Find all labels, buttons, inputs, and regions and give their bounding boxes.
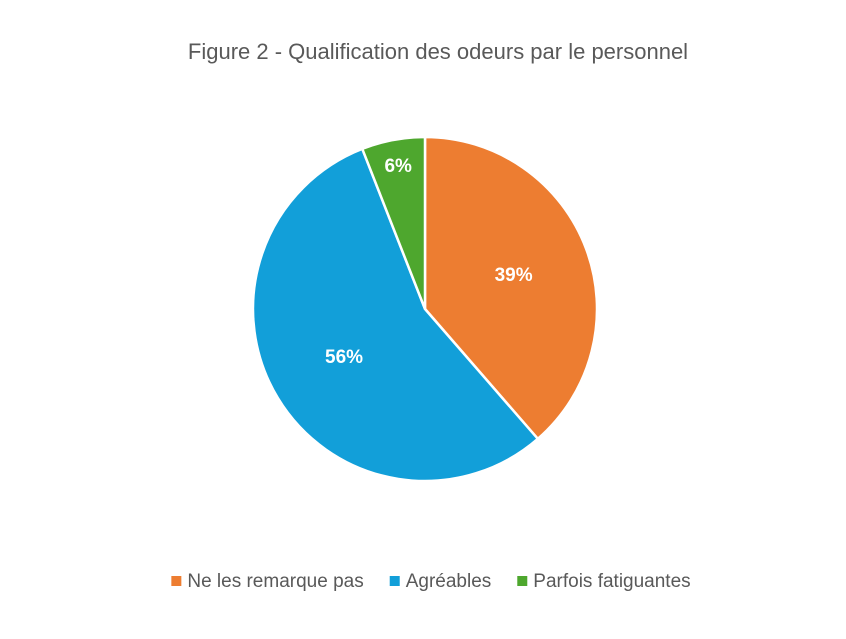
- legend-label: Parfois fatiguantes: [533, 571, 690, 592]
- value-label: 6%: [384, 156, 412, 177]
- legend-label: Ne les remarque pas: [187, 571, 363, 592]
- pie: [251, 135, 599, 483]
- value-label: 39%: [495, 265, 533, 286]
- pie-slice: [251, 147, 540, 483]
- value-label: 56%: [325, 347, 363, 368]
- legend-swatch: [171, 576, 182, 586]
- chart-title: Figure 2 - Qualification des odeurs par …: [188, 39, 688, 64]
- pie-slice: [423, 135, 599, 441]
- pie-slice: [360, 135, 427, 310]
- legend-label: Agréables: [406, 571, 492, 592]
- value-labels: 39% 56% 6%: [325, 156, 533, 368]
- legend-swatch: [517, 576, 528, 586]
- legend-swatch: [389, 576, 400, 586]
- legend: Ne les remarque pas Agréables Parfois fati…: [171, 571, 691, 592]
